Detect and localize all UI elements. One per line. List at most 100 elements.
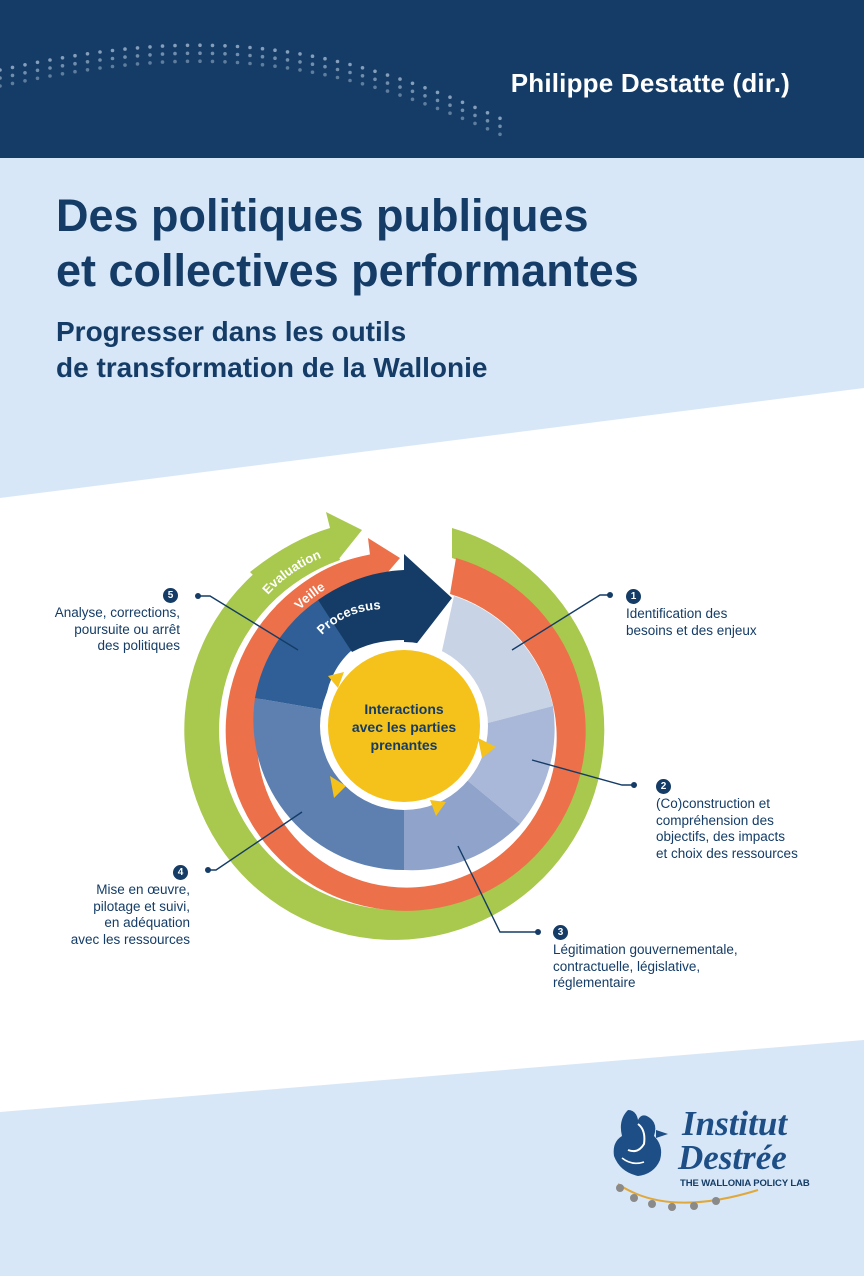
step-5-number: 5 xyxy=(163,588,178,603)
step-2: 2 (Co)construction et compréhension des … xyxy=(656,777,856,862)
step-2-line-4: et choix des ressources xyxy=(656,845,798,861)
header-dot xyxy=(23,71,27,75)
header-dot xyxy=(135,46,140,50)
logo-tagline: THE WALLONIA POLICY LAB xyxy=(680,1178,810,1189)
header-dot xyxy=(310,54,315,58)
header-dot xyxy=(498,116,502,121)
header-dot xyxy=(0,76,2,80)
header-dot xyxy=(485,119,490,123)
header-dot xyxy=(260,46,265,51)
header-dot xyxy=(498,132,502,137)
header-dot xyxy=(160,52,165,56)
header-dot xyxy=(10,65,15,70)
logo-text-destree: Destrée xyxy=(678,1138,787,1177)
step-4-line-4: avec les ressources xyxy=(70,931,190,947)
center-line-3: prenantes xyxy=(371,737,438,753)
leader-dots xyxy=(195,592,637,935)
header-dot xyxy=(248,53,252,58)
step-4-line-2: pilotage et suivi, xyxy=(93,898,190,914)
header-dot xyxy=(110,48,115,53)
header-dot xyxy=(135,62,140,66)
header-dot xyxy=(185,59,190,64)
header-dot xyxy=(223,44,227,48)
rooster-icon xyxy=(613,1110,668,1176)
header-dot xyxy=(35,76,40,81)
header-dot xyxy=(98,66,102,70)
header-dot xyxy=(60,56,65,60)
header-dot xyxy=(435,106,440,111)
logo-text-institut: Institut xyxy=(682,1104,788,1143)
center-line-2: avec les parties xyxy=(352,719,457,735)
header-dot xyxy=(473,105,477,110)
header-dot xyxy=(248,45,252,50)
veille-ring xyxy=(225,538,586,911)
center-arrow-4 xyxy=(330,776,346,798)
step-4-line-1: Mise en œuvre, xyxy=(96,882,190,897)
header-dot xyxy=(373,85,377,90)
header-dot xyxy=(323,56,327,61)
header-dot xyxy=(460,116,465,121)
header-dot xyxy=(310,62,315,66)
logo-orbit-arc xyxy=(617,1183,759,1204)
header-dot xyxy=(423,102,427,106)
logo-orbit-dots xyxy=(616,1184,720,1211)
header-dot xyxy=(410,89,415,94)
header-dot xyxy=(210,59,215,64)
header-dot xyxy=(448,111,452,115)
header-dot xyxy=(48,58,52,62)
header-dot xyxy=(223,52,227,56)
header-dot xyxy=(210,51,215,56)
step-4-line-3: en adéquation xyxy=(104,915,190,930)
header-dot xyxy=(173,59,177,64)
header-dot xyxy=(73,53,77,58)
light-blue-top-band xyxy=(0,150,864,498)
leader-line-5 xyxy=(198,595,299,651)
book-title-line-2: et collectives performantes xyxy=(56,245,639,296)
processus-arrow xyxy=(318,554,452,660)
header-dot xyxy=(348,70,352,75)
segment-1 xyxy=(440,596,553,725)
header-dot xyxy=(35,68,40,73)
header-dot xyxy=(423,94,427,98)
leader-line-1 xyxy=(511,594,610,651)
header-dot xyxy=(373,69,377,74)
header-dot xyxy=(448,95,452,99)
header-dot xyxy=(298,52,302,56)
step-2-number: 2 xyxy=(656,779,671,794)
step-5: 5 Analyse, corrections, poursuite ou arr… xyxy=(20,586,180,655)
header-dot xyxy=(435,98,440,103)
header-dot xyxy=(423,86,427,90)
header-dot xyxy=(0,68,2,72)
header-dot xyxy=(398,77,402,81)
segment-4 xyxy=(253,698,404,871)
segment-5 xyxy=(255,600,352,710)
header-dot xyxy=(85,52,90,56)
author-name: Philippe Destatte (dir.) xyxy=(510,68,790,98)
header-dot xyxy=(210,43,215,48)
header-dot xyxy=(398,85,402,89)
book-subtitle: Progresser dans les outils de transforma… xyxy=(56,314,756,386)
step-5-line-3: des politiques xyxy=(97,638,180,653)
center-circle: Interactions avec les parties prenantes xyxy=(320,642,496,816)
header-dot xyxy=(60,72,65,76)
header-dot xyxy=(298,68,302,72)
header-dot xyxy=(110,64,115,69)
header-dot xyxy=(310,70,315,74)
step-4: 4 Mise en œuvre, pilotage et suivi, en a… xyxy=(30,863,190,948)
header-dot xyxy=(235,60,240,65)
step-1-number: 1 xyxy=(626,589,641,604)
header-dot xyxy=(198,59,202,63)
step-3: 3 Légitimation gouvernementale, contract… xyxy=(553,923,833,992)
header-dot xyxy=(385,81,390,85)
header-dot xyxy=(410,97,415,102)
leader-lines xyxy=(198,594,634,933)
header-dot xyxy=(260,54,265,59)
header-dot xyxy=(448,103,452,107)
header-dot xyxy=(98,58,102,62)
header-dot xyxy=(148,45,152,49)
header-dot xyxy=(73,61,77,66)
header-dot xyxy=(160,60,165,64)
header-dot xyxy=(498,124,502,129)
header-dot xyxy=(285,50,290,54)
